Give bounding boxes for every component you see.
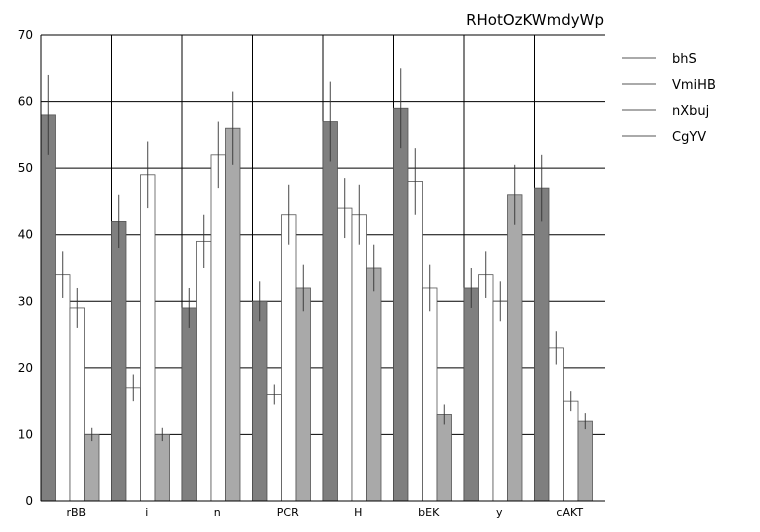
x-tick-label: y — [496, 506, 503, 519]
x-tick-label: H — [354, 506, 362, 519]
bar-VmiHB-y — [478, 274, 494, 502]
bar-bhS-y — [463, 287, 479, 502]
legend: bhS VmiHB nXbuj CgYV — [622, 52, 716, 145]
bar-nXbuj-i — [140, 174, 156, 502]
y-tick-label: 20 — [18, 361, 33, 375]
y-tick-label: 60 — [18, 95, 33, 109]
bar-VmiHB-cAKT — [548, 347, 564, 502]
y-tick-label: 70 — [18, 28, 33, 42]
x-tick-label: bEK — [418, 506, 440, 519]
legend-label: VmiHB — [672, 78, 716, 93]
bar-CgYV-PCR — [295, 287, 311, 502]
bar-VmiHB-i — [125, 387, 141, 502]
bar-CgYV-rBB — [84, 434, 100, 502]
bar-VmiHB-bEK — [407, 181, 423, 502]
y-tick-label: 30 — [18, 294, 33, 308]
bar-nXbuj-n — [210, 154, 226, 502]
bar-bhS-n — [181, 307, 197, 502]
bar-nXbuj-rBB — [69, 307, 85, 502]
legend-label: CgYV — [672, 130, 706, 145]
bar-CgYV-y — [507, 194, 523, 502]
x-tick-label: i — [145, 506, 148, 519]
bars — [40, 107, 593, 502]
bar-nXbuj-y — [492, 300, 508, 502]
bar-CgYV-cAKT — [577, 420, 593, 502]
bar-CgYV-i — [154, 434, 170, 502]
bar-bhS-bEK — [393, 107, 409, 502]
y-tick-label: 0 — [25, 494, 33, 508]
bar-VmiHB-n — [196, 240, 212, 502]
bar-VmiHB-rBB — [55, 274, 71, 502]
bar-nXbuj-bEK — [422, 287, 438, 502]
y-tick-label: 10 — [18, 427, 33, 441]
bar-CgYV-n — [225, 127, 241, 502]
chart-title: RHotOzKWmdyWp — [466, 11, 604, 29]
bar-CgYV-bEK — [436, 414, 452, 502]
error-bars — [47, 68, 586, 442]
bar-bhS-i — [111, 220, 127, 502]
bar-bhS-rBB — [40, 114, 56, 502]
bar-bhS-PCR — [252, 300, 268, 502]
bar-bhS-cAKT — [534, 187, 550, 502]
x-tick-label: PCR — [277, 506, 299, 519]
bar-nXbuj-cAKT — [563, 400, 579, 502]
bar-nXbuj-PCR — [281, 214, 297, 502]
x-tick-label: n — [214, 506, 221, 519]
y-tick-label: 50 — [18, 161, 33, 175]
x-tick-label: cAKT — [556, 506, 583, 519]
legend-label: bhS — [672, 52, 697, 67]
x-tick-label: rBB — [66, 506, 86, 519]
legend-label: nXbuj — [672, 104, 709, 119]
bar-bhS-H — [322, 121, 338, 502]
bar-VmiHB-PCR — [266, 394, 282, 502]
y-tick-label: 40 — [18, 228, 33, 242]
bar-CgYV-H — [366, 267, 382, 502]
bar-nXbuj-H — [351, 214, 367, 502]
bar-VmiHB-H — [337, 207, 353, 502]
